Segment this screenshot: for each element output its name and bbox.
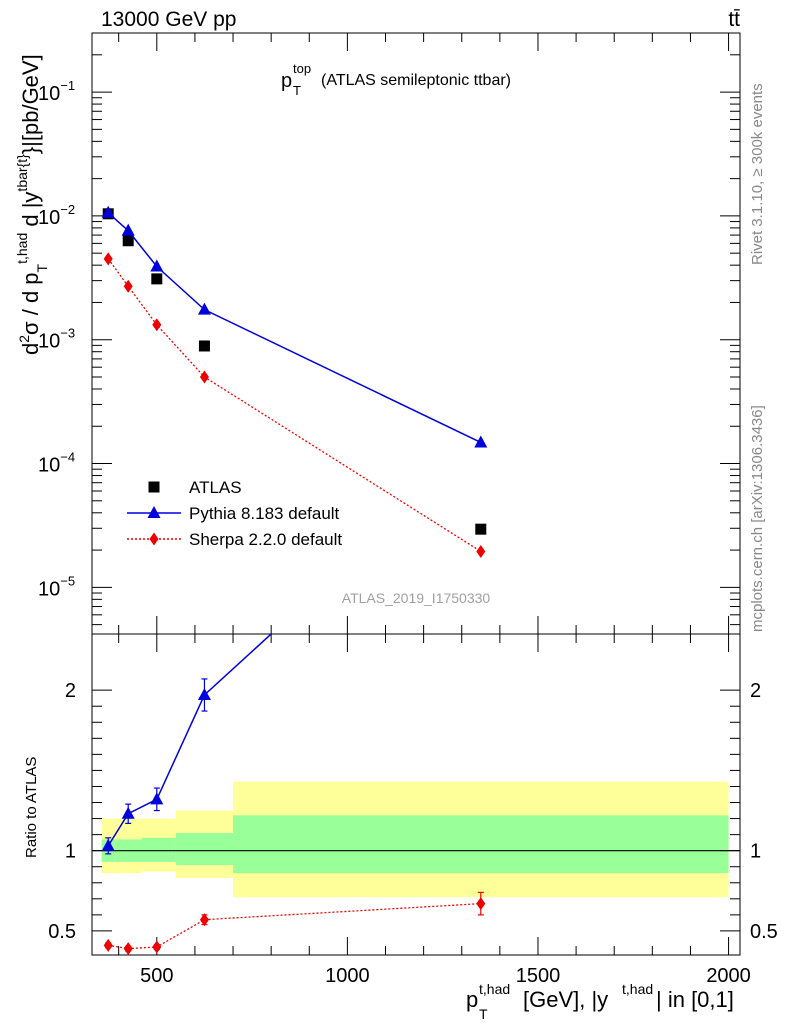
svg-text:p: p bbox=[466, 987, 478, 1012]
x-axis-label: p t,had T [GeV], |y t,had | in [0,1] bbox=[466, 981, 734, 1022]
analysis-watermark: ATLAS_2019_I1750330 bbox=[342, 590, 491, 606]
svg-text:| in [0,1]: | in [0,1] bbox=[656, 987, 734, 1012]
ratio-ytick-label-right-0: 0.5 bbox=[750, 921, 778, 943]
ratio-ytick-label-left-0: 0.5 bbox=[48, 921, 76, 943]
main-point-0-1 bbox=[122, 235, 134, 247]
ratio-series-group bbox=[101, 634, 486, 956]
main-point-1-1 bbox=[121, 223, 135, 236]
legend-label-1: Pythia 8.183 default bbox=[189, 504, 340, 523]
ratio-ylabel: Ratio to ATLAS bbox=[23, 757, 40, 858]
main-series-line-1 bbox=[107, 212, 482, 444]
ratio-point-1-1 bbox=[123, 942, 133, 956]
svg-text:d2σ / d pTt,had d |ytbar{t}}|[: d2σ / d pTt,had d |ytbar{t}}|[pb/GeV] bbox=[14, 54, 50, 355]
main-ytick-label-4: 10−5 bbox=[38, 573, 75, 600]
ratio-ytick-label-left-1: 1 bbox=[65, 841, 76, 863]
legend-label-2: Sherpa 2.2.0 default bbox=[189, 530, 342, 549]
ratio-xtick-label-0: 500 bbox=[140, 965, 173, 987]
ratio-xtick-label-1: 1000 bbox=[325, 965, 370, 987]
main-point-2-2 bbox=[152, 318, 162, 332]
main-point-2-3 bbox=[199, 370, 209, 384]
main-point-0-2 bbox=[151, 273, 163, 285]
svg-text:p: p bbox=[281, 70, 292, 92]
ratio-point-0-0 bbox=[101, 838, 115, 851]
svg-text:t,had: t,had bbox=[479, 981, 510, 997]
main-point-1-3 bbox=[197, 302, 211, 315]
main-ytick-label-0: 10−1 bbox=[38, 78, 75, 105]
ratio-point-1-0 bbox=[103, 938, 113, 952]
main-ytick-label-3: 10−4 bbox=[38, 450, 75, 477]
process-label: tt̄ bbox=[728, 8, 740, 31]
main-title: p top T (ATLAS semileptonic ttbar) bbox=[281, 61, 511, 98]
ratio-xtick-label-2: 1500 bbox=[516, 965, 561, 987]
legend-marker-0 bbox=[148, 481, 160, 493]
legend-marker-1 bbox=[147, 506, 161, 518]
ratio-point-0-1 bbox=[121, 806, 135, 819]
svg-text:[GeV], |y: [GeV], |y bbox=[523, 987, 608, 1012]
rivet-label: Rivet 3.1.10, ≥ 300k events bbox=[749, 83, 766, 265]
ratio-frame bbox=[91, 633, 741, 956]
svg-text:T: T bbox=[479, 1006, 488, 1022]
svg-text:T: T bbox=[293, 83, 301, 98]
mcplots-label: mcplots.cern.ch [arXiv:1306.3436] bbox=[749, 405, 766, 632]
main-point-0-4 bbox=[475, 523, 487, 535]
main-point-1-0 bbox=[101, 205, 115, 218]
energy-label: 13000 GeV pp bbox=[101, 8, 236, 31]
main-point-2-0 bbox=[103, 252, 113, 266]
main-point-2-1 bbox=[123, 279, 133, 293]
legend: ATLAS Pythia 8.183 default Sherpa 2.2.0 de… bbox=[127, 478, 342, 549]
ratio-inner-band-3 bbox=[175, 833, 234, 866]
ratio-ytick-label-left-2: 2 bbox=[65, 680, 76, 702]
main-point-1-4 bbox=[474, 435, 488, 448]
main-ylabel: d2σ / d pTt,had d |ytbar{t}}|[pb/GeV] bbox=[14, 54, 50, 355]
main-series-group bbox=[101, 205, 488, 558]
legend-label-0: ATLAS bbox=[189, 478, 242, 497]
main-ytick-label-1: 10−2 bbox=[38, 202, 75, 229]
ratio-point-1-4 bbox=[476, 897, 486, 911]
ratio-inner-band-4 bbox=[233, 815, 729, 874]
main-point-2-4 bbox=[476, 544, 486, 558]
ratio-point-1-2 bbox=[152, 940, 162, 954]
ratio-axis-ticks: 0.5 0.5 1 1 2 2 500 1000 1500 2000 bbox=[48, 634, 778, 987]
ratio-xtick-label-3: 2000 bbox=[706, 965, 751, 987]
legend-marker-2 bbox=[149, 532, 159, 546]
main-point-0-3 bbox=[198, 340, 210, 352]
ratio-uncertainty-bands bbox=[92, 781, 740, 898]
svg-text:t,had: t,had bbox=[622, 981, 653, 997]
main-axis-ticks: 10−1 10−2 10−3 10−4 10−5 bbox=[38, 33, 740, 634]
main-point-1-2 bbox=[150, 259, 164, 272]
ratio-point-0-3 bbox=[197, 687, 211, 700]
ratio-point-0-2 bbox=[150, 792, 164, 805]
main-ytick-label-2: 10−3 bbox=[38, 326, 75, 353]
ratio-point-1-3 bbox=[199, 913, 209, 927]
svg-text:top: top bbox=[293, 61, 311, 76]
svg-text:(ATLAS semileptonic ttbar): (ATLAS semileptonic ttbar) bbox=[321, 72, 511, 89]
ratio-inner-band-2 bbox=[141, 837, 176, 862]
ratio-ytick-label-right-2: 2 bbox=[750, 680, 761, 702]
ratio-series-line-1 bbox=[108, 902, 481, 950]
ratio-ytick-label-right-1: 1 bbox=[750, 841, 761, 863]
